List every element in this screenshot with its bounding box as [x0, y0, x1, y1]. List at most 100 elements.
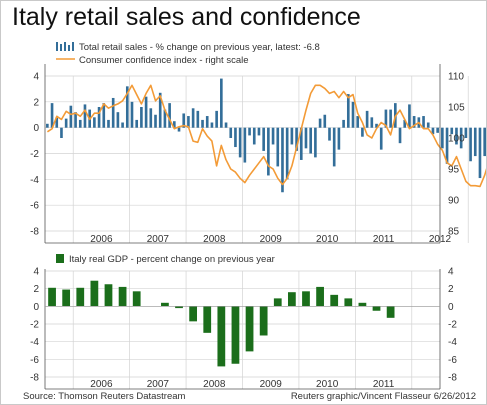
- gdp-bar: [118, 286, 127, 307]
- retail-sales-bar: [135, 119, 139, 128]
- retail-sales-bar: [469, 127, 472, 162]
- retail-sales-bar: [172, 121, 176, 128]
- gdp-bar: [231, 306, 240, 364]
- gdp-right-tick-label: -4: [448, 337, 457, 348]
- gdp-legend-swatch: [56, 254, 64, 263]
- retail-sales-bar: [398, 127, 402, 144]
- retail-sales-bar: [342, 119, 345, 128]
- retail-sales-bar: [473, 127, 477, 157]
- page-title: Italy retail sales and confidence: [12, 3, 361, 31]
- retail-sales-bar: [459, 127, 463, 149]
- retail-year-label: 2010: [316, 234, 339, 245]
- retail-right-tick-label: 110: [448, 72, 464, 83]
- gdp-bars: [48, 280, 395, 367]
- retail-legend-swatch-5: [72, 42, 74, 51]
- retail-sales-bar: [478, 127, 482, 179]
- retail-gridlines: [45, 75, 469, 243]
- retail-sales-bar: [220, 78, 223, 128]
- retail-legend-swatch-3: [64, 42, 66, 51]
- retail-sales-bar: [234, 127, 237, 148]
- confidence-line-layer: [46, 84, 486, 188]
- retail-sales-bar: [215, 110, 218, 128]
- retail-sales-bar: [412, 116, 416, 128]
- retail-sales-bar: [121, 122, 124, 128]
- retail-sales-bar: [483, 127, 486, 157]
- retail-sales-bar: [262, 127, 265, 151]
- retail-left-tick-label: 0: [33, 123, 39, 134]
- gdp-bar: [217, 306, 226, 367]
- gdp-right-tick-label: 2: [448, 284, 454, 295]
- retail-sales-bar: [304, 127, 308, 149]
- gdp-bar: [76, 287, 85, 307]
- gdp-right-tick-label: 4: [448, 267, 454, 278]
- gdp-bar: [132, 291, 141, 307]
- retail-year-label: 2009: [260, 234, 283, 245]
- retail-right-tick-label: 95: [448, 165, 460, 176]
- retail-sales-bar: [177, 127, 181, 132]
- retail-sales-bar: [455, 127, 458, 145]
- retail-sales-bar: [450, 127, 454, 135]
- gdp-right-tick-label: -8: [448, 373, 457, 384]
- gdp-bar: [287, 292, 296, 307]
- retail-sales-bar: [78, 119, 82, 128]
- gdp-left-tick-label: -8: [30, 373, 39, 384]
- retail-sales-bar: [375, 123, 378, 128]
- retail-sales-bar: [252, 127, 256, 145]
- retail-sales-bars: [46, 78, 486, 193]
- gdp-bar: [161, 302, 169, 307]
- gdp-bar: [203, 306, 212, 333]
- retail-sales-bar: [318, 118, 322, 128]
- gdp-year-label: 2008: [203, 379, 226, 390]
- retail-sales-bar: [257, 127, 261, 136]
- retail-sales-bar: [201, 119, 204, 128]
- retail-sales-bar: [346, 94, 350, 128]
- retail-left-tick-label: -2: [30, 149, 39, 160]
- confidence-legend-label: Consumer confidence index - right scale: [79, 55, 249, 66]
- retail-sales-bar: [97, 107, 101, 128]
- retail-sales-bar: [356, 116, 360, 128]
- gdp-bar: [175, 306, 183, 309]
- retail-legend-swatch-2: [60, 44, 62, 51]
- gdp-bar: [330, 294, 339, 307]
- retail-sales-bar: [323, 114, 327, 128]
- retail-sales-bar: [464, 127, 468, 138]
- retail-year-label: 2006: [90, 234, 113, 245]
- retail-sales-bar: [229, 127, 233, 138]
- retail-sales-bar: [285, 127, 289, 180]
- gdp-bar: [273, 298, 282, 307]
- retail-sales-bar: [93, 117, 96, 128]
- retail-year-label: 2007: [147, 234, 170, 245]
- retail-sales-bar: [83, 104, 87, 128]
- retail-sales-bar: [187, 116, 190, 128]
- gdp-year-label: 2007: [147, 379, 170, 390]
- retail-sales-bar: [55, 117, 59, 128]
- gdp-right-tick-label: -6: [448, 355, 457, 366]
- retail-legend: Total retail sales - % change on previou…: [56, 42, 320, 53]
- gdp-left-tick-label: 4: [33, 267, 39, 278]
- gdp-left-tick-label: -6: [30, 355, 39, 366]
- retail-sales-bar: [163, 109, 167, 128]
- retail-sales-bar: [389, 109, 392, 128]
- retail-left-tick-label: -6: [30, 201, 39, 212]
- gdp-left-tick-label: 0: [33, 302, 39, 313]
- gdp-year-label: 2006: [90, 379, 113, 390]
- retail-sales-bar: [210, 122, 214, 128]
- retail-sales-bar: [290, 127, 294, 145]
- retail-sales-bar: [426, 122, 430, 128]
- retail-sales-bar: [309, 127, 313, 154]
- retail-sales-bar: [116, 112, 120, 128]
- retail-sales-bar: [267, 127, 270, 176]
- retail-right-tick-label: 100: [448, 134, 465, 145]
- gdp-bar: [302, 291, 310, 307]
- gdp-bar: [316, 286, 324, 307]
- gdp-bar: [245, 306, 254, 352]
- gdp-legend-label: Italy real GDP - percent change on previ…: [69, 254, 275, 265]
- retail-sales-bar: [60, 127, 63, 138]
- credit-note: Reuters graphic/Vincent Flasseur 6/26/20…: [291, 391, 476, 402]
- retail-sales-bar: [328, 127, 331, 141]
- retail-sales-bar: [74, 112, 77, 128]
- source-note: Source: Thomson Reuters Datastream: [23, 391, 186, 402]
- gdp-year-label: 2009: [260, 379, 283, 390]
- retail-sales-bar: [107, 119, 110, 128]
